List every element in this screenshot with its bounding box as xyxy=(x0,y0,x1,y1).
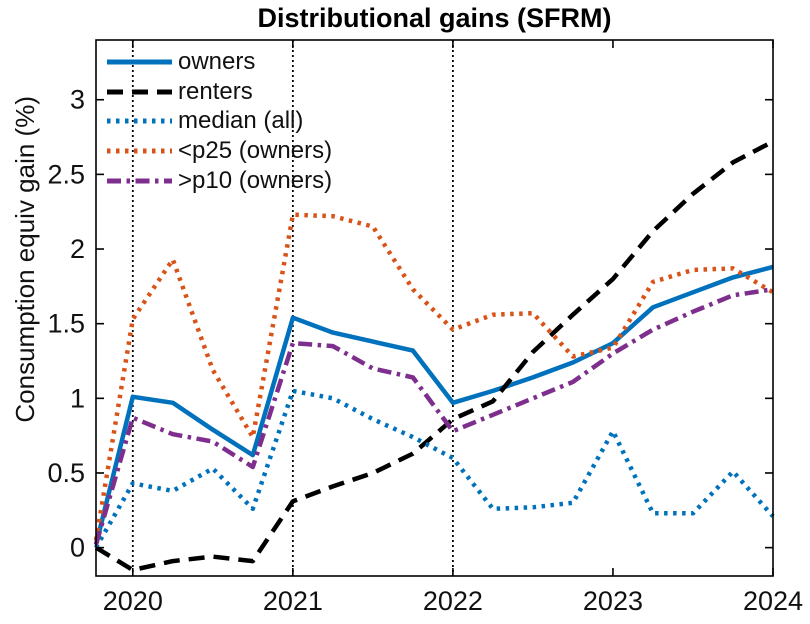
legend-label-p25-owners: <p25 (owners) xyxy=(178,137,333,165)
x-tick-label: 2023 xyxy=(583,586,643,616)
legend: owners renters median (all) <p25 (owners) >p… xyxy=(107,47,332,196)
legend-swatch-renters xyxy=(107,89,172,95)
legend-item-owners: owners xyxy=(107,47,332,77)
series-line-median-all xyxy=(94,388,775,549)
axis-ticks: 2020 2021 2022 2023 2024 0 0.5 1 1.5 2 2.5 3 xyxy=(47,40,803,616)
x-tick-label: 2024 xyxy=(743,586,803,616)
legend-swatch-median-all xyxy=(107,118,172,124)
series-line-p10-owners xyxy=(93,287,774,546)
x-tick-label: 2021 xyxy=(263,586,323,616)
y-tick-label: 0 xyxy=(70,533,85,563)
series-line-p25-owners xyxy=(93,212,775,541)
legend-label-p10-owners: >p10 (owners) xyxy=(178,167,333,195)
legend-label-renters: renters xyxy=(178,77,253,105)
series-lines xyxy=(93,139,775,573)
legend-swatch-owners xyxy=(107,59,172,65)
legend-item-renters: renters xyxy=(107,77,332,107)
y-tick-label: 1.5 xyxy=(47,309,85,339)
y-tick-label: 3 xyxy=(70,85,85,115)
legend-swatch-p25-owners xyxy=(107,148,172,154)
legend-item-median-all: median (all) xyxy=(107,107,332,137)
legend-label-median-all: median (all) xyxy=(178,107,304,135)
y-tick-label: 0.5 xyxy=(47,458,85,488)
chart-title: Distributional gains (SFRM) xyxy=(257,3,612,33)
legend-swatch-p10-owners xyxy=(107,178,172,184)
legend-item-p10-owners: >p10 (owners) xyxy=(107,166,332,196)
legend-label-owners: owners xyxy=(178,47,256,75)
series-line-owners xyxy=(93,264,774,546)
event-vlines xyxy=(131,40,454,576)
axes-border xyxy=(95,39,774,577)
x-tick-label: 2022 xyxy=(423,586,483,616)
series-line-renters xyxy=(94,139,775,573)
y-tick-label: 2 xyxy=(70,234,85,264)
legend-item-p25-owners: <p25 (owners) xyxy=(107,136,332,166)
y-tick-label: 1 xyxy=(70,383,85,413)
x-tick-label: 2020 xyxy=(103,586,163,616)
y-tick-label: 2.5 xyxy=(47,159,85,189)
